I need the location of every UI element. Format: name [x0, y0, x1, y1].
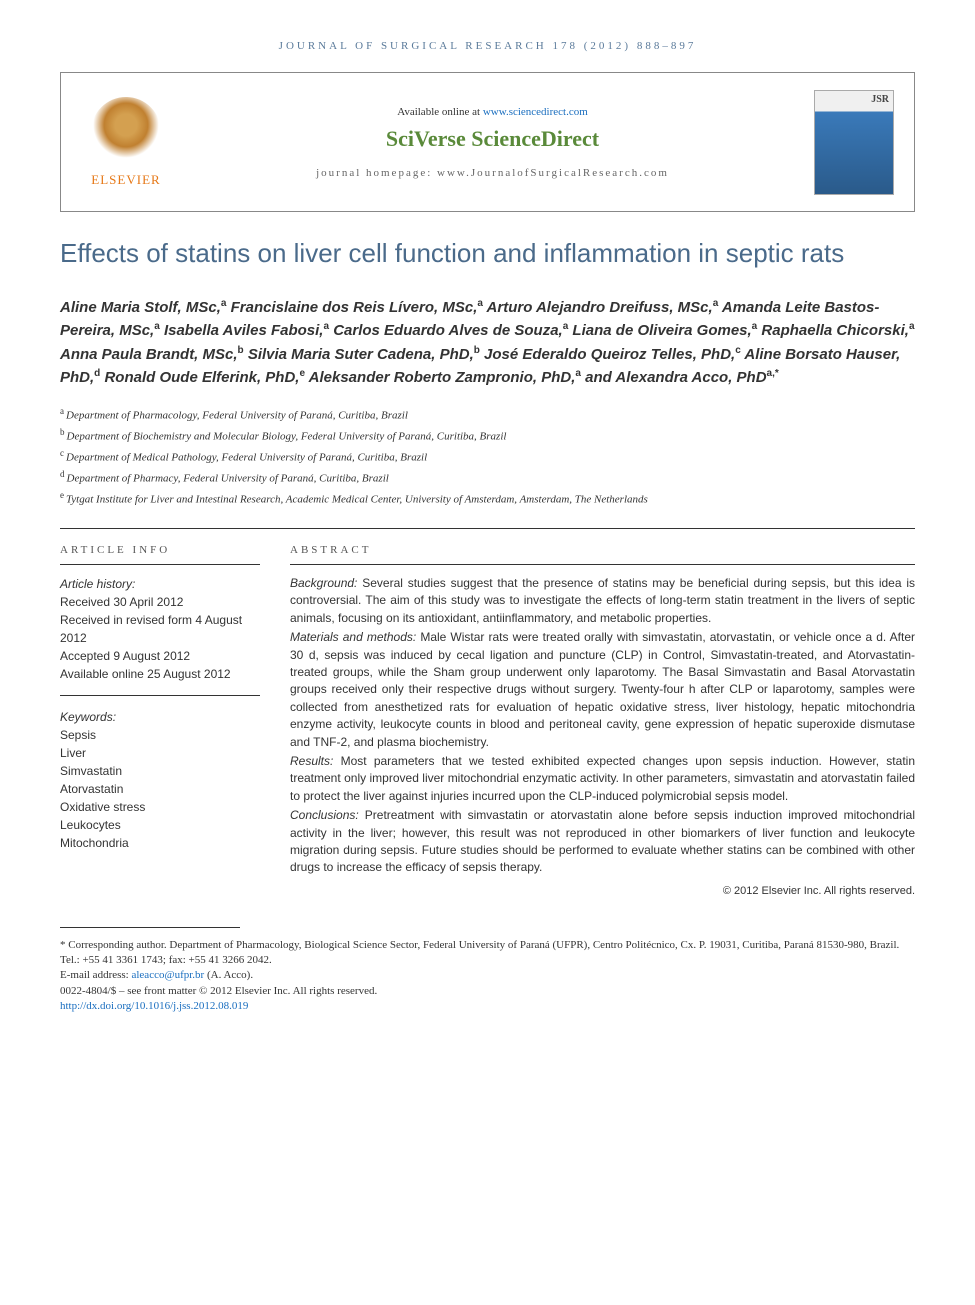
info-abstract-columns: ARTICLE INFO Article history: Received 3…: [60, 528, 915, 897]
email-line: E-mail address: aleacco@ufpr.br (A. Acco…: [60, 968, 915, 983]
email-label: E-mail address:: [60, 969, 131, 981]
article-history-block: Article history: Received 30 April 2012 …: [60, 575, 260, 683]
running-header: JOURNAL OF SURGICAL RESEARCH 178 (2012) …: [60, 40, 915, 52]
email-name: (A. Acco).: [204, 969, 253, 981]
authors-list: Aline Maria Stolf, MSc,a Francislaine do…: [60, 296, 915, 390]
accepted-date: Accepted 9 August 2012: [60, 647, 260, 665]
homepage-label: journal homepage:: [316, 167, 437, 179]
conclusions-text: Pretreatment with simvastatin or atorvas…: [290, 808, 915, 874]
available-online-text: Available online at www.sciencedirect.co…: [191, 106, 794, 118]
keyword-item: Atorvastatin: [60, 780, 260, 798]
sciencedirect-link[interactable]: www.sciencedirect.com: [483, 106, 588, 118]
elsevier-label: ELSEVIER: [81, 172, 171, 188]
background-text: Several studies suggest that the presenc…: [290, 576, 915, 625]
keyword-item: Oxidative stress: [60, 798, 260, 816]
history-label: Article history:: [60, 577, 135, 591]
article-info-header: ARTICLE INFO: [60, 544, 260, 565]
abstract-body: Background: Several studies suggest that…: [290, 575, 915, 877]
homepage-url: www.JournalofSurgicalResearch.com: [437, 167, 669, 179]
affiliations-list: aDepartment of Pharmacology, Federal Uni…: [60, 405, 915, 508]
background-label: Background:: [290, 576, 357, 590]
abstract-column: ABSTRACT Background: Several studies sug…: [290, 544, 915, 897]
corresponding-label: * Corresponding author.: [60, 939, 167, 951]
info-divider: [60, 695, 260, 696]
keyword-item: Sepsis: [60, 726, 260, 744]
received-date: Received 30 April 2012: [60, 593, 260, 611]
footer-notes: * Corresponding author. Department of Ph…: [60, 938, 915, 1015]
keyword-item: Mitochondria: [60, 834, 260, 852]
email-link[interactable]: aleacco@ufpr.br: [131, 969, 204, 981]
corresponding-text: Department of Pharmacology, Biological S…: [60, 939, 899, 966]
keyword-item: Simvastatin: [60, 762, 260, 780]
journal-cover-thumbnail: JSR: [814, 90, 894, 195]
elsevier-tree-icon: [91, 97, 161, 167]
keywords-block: Keywords: SepsisLiverSimvastatinAtorvast…: [60, 708, 260, 852]
article-title: Effects of statins on liver cell functio…: [60, 237, 915, 271]
results-text: Most parameters that we tested exhibited…: [290, 754, 915, 803]
elsevier-logo: ELSEVIER: [81, 97, 171, 188]
available-label: Available online at: [397, 106, 483, 118]
affiliation-item: bDepartment of Biochemistry and Molecula…: [60, 426, 915, 445]
abstract-header: ABSTRACT: [290, 544, 915, 565]
issn-line: 0022-4804/$ – see front matter © 2012 El…: [60, 984, 915, 999]
keyword-item: Leukocytes: [60, 816, 260, 834]
footer-divider: [60, 927, 240, 928]
jsr-cover-label: JSR: [871, 94, 889, 105]
online-date: Available online 25 August 2012: [60, 665, 260, 683]
affiliation-item: cDepartment of Medical Pathology, Federa…: [60, 447, 915, 466]
conclusions-label: Conclusions:: [290, 808, 359, 822]
doi-link[interactable]: http://dx.doi.org/10.1016/j.jss.2012.08.…: [60, 1000, 248, 1012]
keyword-item: Liver: [60, 744, 260, 762]
methods-label: Materials and methods:: [290, 630, 416, 644]
keywords-label: Keywords:: [60, 710, 116, 724]
corresponding-author: * Corresponding author. Department of Ph…: [60, 938, 915, 969]
header-center: Available online at www.sciencedirect.co…: [171, 106, 814, 179]
results-label: Results:: [290, 754, 333, 768]
journal-homepage: journal homepage: www.JournalofSurgicalR…: [191, 167, 794, 179]
revised-date: Received in revised form 4 August 2012: [60, 611, 260, 647]
affiliation-item: aDepartment of Pharmacology, Federal Uni…: [60, 405, 915, 424]
journal-header-box: ELSEVIER Available online at www.science…: [60, 72, 915, 212]
article-info-column: ARTICLE INFO Article history: Received 3…: [60, 544, 260, 897]
sciverse-brand: SciVerse ScienceDirect: [191, 126, 794, 152]
affiliation-item: dDepartment of Pharmacy, Federal Univers…: [60, 468, 915, 487]
affiliation-item: eTytgat Institute for Liver and Intestin…: [60, 489, 915, 508]
abstract-copyright: © 2012 Elsevier Inc. All rights reserved…: [290, 885, 915, 897]
methods-text: Male Wistar rats were treated orally wit…: [290, 630, 915, 748]
